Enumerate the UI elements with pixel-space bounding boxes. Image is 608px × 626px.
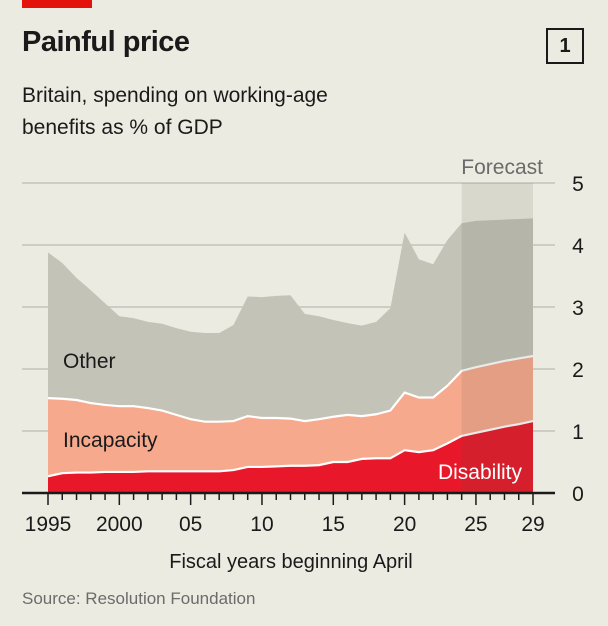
forecast-shading (461, 183, 533, 493)
subtitle-line: Britain, spending on working-age (22, 84, 328, 107)
area-other (48, 218, 533, 422)
chart-title: Painful price (22, 26, 190, 58)
x-tick-label: 05 (179, 513, 202, 536)
y-tick-label: 4 (572, 235, 584, 258)
y-tick-label: 1 (572, 421, 584, 444)
x-axis-title: Fiscal years beginning April (169, 551, 412, 573)
x-tick-label: 20 (393, 513, 416, 536)
brand-accent-bar (22, 0, 92, 8)
area-incapacity (48, 355, 533, 477)
chart-number-badge: 1 (546, 28, 584, 64)
series-label-incapacity: Incapacity (63, 429, 158, 452)
x-tick-label: 1995 (25, 513, 72, 536)
y-tick-label: 2 (572, 359, 584, 382)
area-disability (48, 421, 533, 493)
x-tick-label: 25 (464, 513, 487, 536)
y-tick-label: 5 (572, 173, 584, 196)
source-note: Source: Resolution Foundation (22, 589, 256, 608)
series-label-disability: Disability (438, 461, 523, 484)
subtitle-line: benefits as % of GDP (22, 116, 223, 139)
x-tick-label: 2000 (96, 513, 143, 536)
x-tick-label: 29 (521, 513, 544, 536)
y-tick-label: 3 (572, 297, 584, 320)
x-tick-label: 15 (322, 513, 345, 536)
forecast-label: Forecast (461, 156, 543, 179)
series-label-other: Other (63, 350, 116, 373)
chart-subtitle: Britain, spending on working-age benefit… (22, 80, 442, 144)
boundary-incapacity (47, 354, 534, 423)
x-tick-label: 10 (250, 513, 273, 536)
y-tick-label: 0 (572, 483, 584, 506)
boundary-disability (47, 420, 534, 478)
